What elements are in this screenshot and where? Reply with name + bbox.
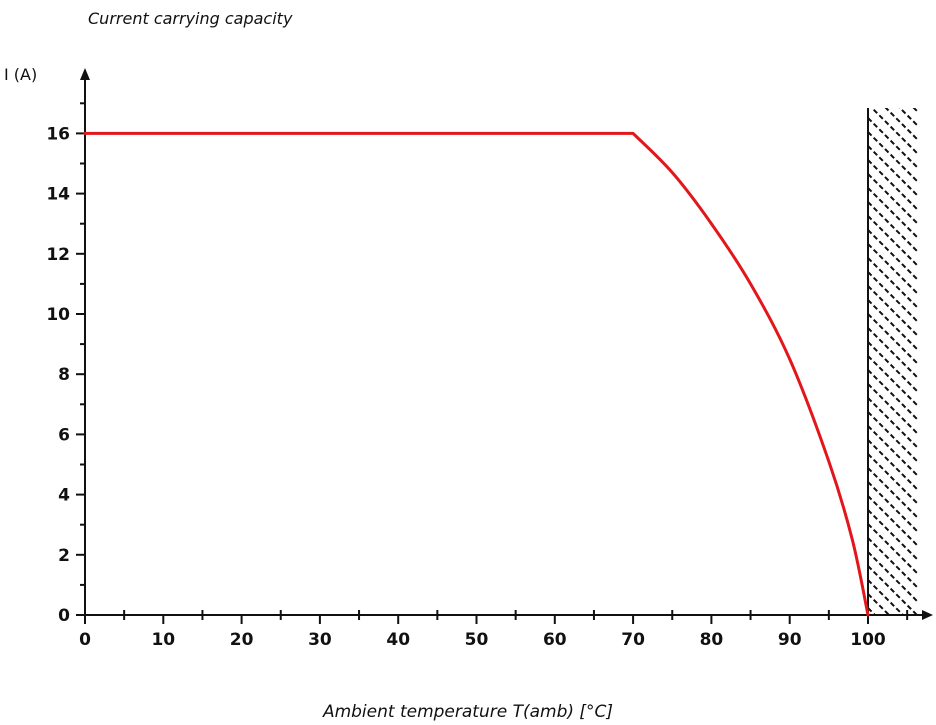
hatch-stroke bbox=[870, 108, 918, 155]
hatch-stroke bbox=[868, 481, 918, 533]
hatch-stroke bbox=[868, 327, 918, 379]
hatch-stroke bbox=[912, 108, 918, 113]
y-tick-label: 10 bbox=[46, 305, 70, 325]
hatch-stroke bbox=[868, 411, 918, 463]
limit-hatch bbox=[868, 48, 918, 615]
x-tick-label: 10 bbox=[151, 630, 175, 650]
hatch-stroke bbox=[868, 495, 918, 547]
hatch-stroke bbox=[868, 537, 918, 589]
x-tick-label: 80 bbox=[700, 630, 724, 650]
hatch-stroke bbox=[868, 187, 918, 239]
hatch-stroke bbox=[868, 397, 918, 449]
hatch-stroke bbox=[868, 201, 918, 253]
y-tick-label: 12 bbox=[46, 245, 70, 265]
hatch-stroke bbox=[868, 257, 918, 309]
hatch-stroke bbox=[868, 355, 918, 407]
hatch-stroke bbox=[868, 341, 918, 393]
hatch-stroke bbox=[868, 131, 918, 183]
hatch-stroke bbox=[898, 108, 918, 127]
y-tick-label: 14 bbox=[46, 185, 70, 205]
y-tick-label: 4 bbox=[58, 486, 70, 506]
y-tick-label: 6 bbox=[58, 425, 70, 445]
hatch-stroke bbox=[868, 453, 918, 505]
y-tick-label: 0 bbox=[58, 606, 70, 626]
hatch-stroke bbox=[868, 313, 918, 365]
hatch-stroke bbox=[868, 243, 918, 295]
x-axis-arrow bbox=[922, 610, 933, 620]
x-tick-label: 0 bbox=[79, 630, 91, 650]
y-axis-arrow bbox=[80, 68, 90, 80]
x-tick-label: 30 bbox=[308, 630, 332, 650]
hatch-stroke bbox=[868, 523, 918, 575]
x-tick-label: 40 bbox=[386, 630, 410, 650]
hatch-stroke bbox=[868, 145, 918, 197]
hatch-stroke bbox=[868, 593, 891, 615]
hatch-stroke bbox=[868, 229, 918, 281]
x-axis-label: Ambient temperature T(amb) [°C] bbox=[322, 702, 613, 722]
y-axis-label: I (A) bbox=[4, 65, 37, 84]
x-tick-label: 70 bbox=[621, 630, 645, 650]
series-line-0 bbox=[83, 131, 870, 617]
hatch-stroke bbox=[868, 159, 918, 211]
hatch-stroke bbox=[868, 425, 918, 477]
x-tick-label: 50 bbox=[465, 630, 489, 650]
hatch-stroke bbox=[868, 551, 918, 603]
x-tick-label: 60 bbox=[543, 630, 567, 650]
hatch-stroke bbox=[868, 467, 918, 519]
x-tick-label: 90 bbox=[778, 630, 802, 650]
hatch-stroke bbox=[868, 285, 918, 337]
chart-title: Current carrying capacity bbox=[88, 9, 293, 28]
x-tick-label: 20 bbox=[230, 630, 254, 650]
hatch-stroke bbox=[868, 383, 918, 435]
hatch-stroke bbox=[868, 271, 918, 323]
hatch-stroke bbox=[868, 215, 918, 267]
hatch-stroke bbox=[868, 117, 918, 169]
hatch-stroke bbox=[884, 108, 918, 141]
hatch-stroke bbox=[868, 369, 918, 421]
hatch-stroke bbox=[868, 509, 918, 561]
y-tick-label: 16 bbox=[46, 124, 70, 144]
hatch-stroke bbox=[868, 439, 918, 491]
hatch-stroke bbox=[868, 299, 918, 351]
y-tick-label: 8 bbox=[58, 365, 70, 385]
hatch-stroke bbox=[868, 48, 918, 98]
hatch-stroke bbox=[868, 579, 905, 615]
y-tick-label: 2 bbox=[58, 546, 70, 566]
hatch-stroke bbox=[868, 173, 918, 225]
x-tick-label: 100 bbox=[850, 630, 886, 650]
hatch-stroke bbox=[868, 565, 918, 615]
